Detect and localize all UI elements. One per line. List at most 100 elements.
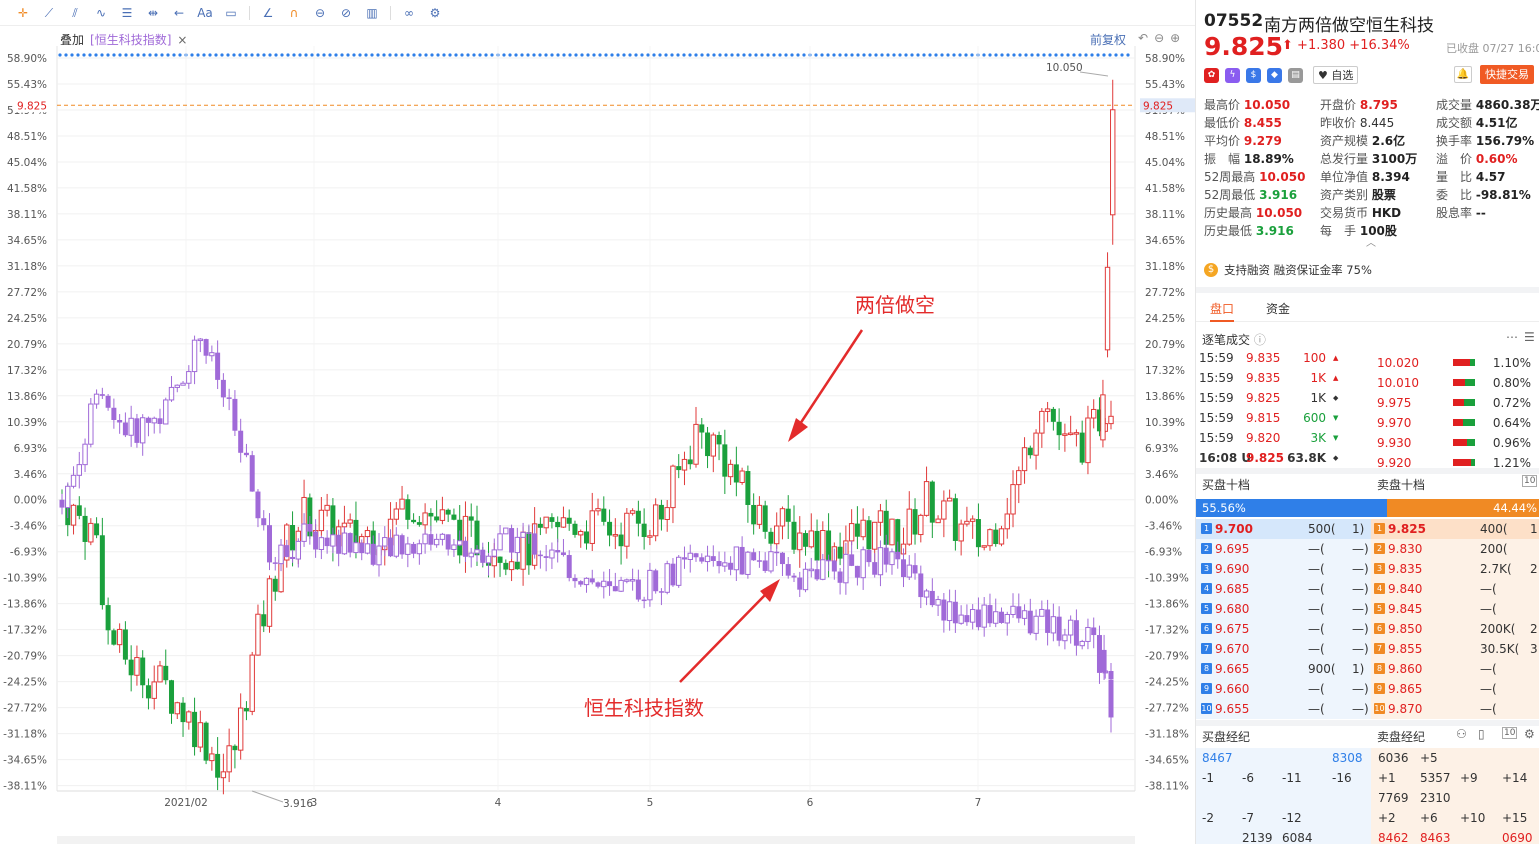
broker-sell-cell[interactable]: 5357 xyxy=(1420,771,1451,785)
bid-price[interactable]: 9.695 xyxy=(1215,542,1250,556)
broker-sell-cell[interactable]: +9 xyxy=(1460,771,1478,785)
ask-price[interactable]: 9.865 xyxy=(1388,682,1423,696)
zoom-out-icon[interactable]: ⊖ xyxy=(1154,31,1165,45)
adjust-mode-button[interactable]: 前复权 xyxy=(1090,33,1127,47)
settings-icon[interactable]: ⚙ xyxy=(429,5,441,20)
tab-funds[interactable]: 资金 xyxy=(1266,302,1291,316)
broker-sell-cell[interactable]: +14 xyxy=(1502,771,1528,785)
doc-icon[interactable]: ▤ xyxy=(1288,67,1303,83)
main-candle-body xyxy=(122,629,128,660)
dollar-icon[interactable]: $ xyxy=(1246,67,1261,83)
bid-price[interactable]: 9.700 xyxy=(1215,522,1253,536)
kline-chart[interactable]: 58.90%58.90%55.43%55.43%51.97%51.97%48.5… xyxy=(0,46,1195,844)
hsi-candle-body xyxy=(607,581,613,587)
bid-price[interactable]: 9.655 xyxy=(1215,702,1250,716)
broker-sell-cell[interactable]: +15 xyxy=(1502,811,1528,825)
zoom-in-icon[interactable]: ⊕ xyxy=(1170,31,1181,45)
annotation-hsi: 恒生科技指数 xyxy=(584,696,704,720)
note-icon[interactable]: ▭ xyxy=(225,5,237,20)
more-icon[interactable]: ⋯ xyxy=(1506,330,1518,344)
broker-buy-cell[interactable]: -12 xyxy=(1282,811,1302,825)
broker-tree-icon[interactable]: ⚇ xyxy=(1456,727,1467,741)
broker-depth-icon[interactable]: 10 xyxy=(1502,727,1518,739)
broker-buy-cell[interactable]: 8308 xyxy=(1332,751,1363,765)
bid-price[interactable]: 9.680 xyxy=(1215,602,1250,616)
bid-price[interactable]: 9.660 xyxy=(1215,682,1250,696)
x-axis-label: 4 xyxy=(495,797,502,809)
lock-icon[interactable]: ⊖ xyxy=(314,5,326,20)
scrollbar-track[interactable] xyxy=(57,836,1135,844)
dotted-marker xyxy=(778,53,782,57)
tick-time: 15:59 xyxy=(1199,411,1234,425)
help-icon[interactable]: ⓘ xyxy=(1253,333,1266,347)
tag-icon[interactable]: ◆ xyxy=(1267,67,1282,83)
broker-sell-cell[interactable]: +1 xyxy=(1378,771,1396,785)
collapse-chevron-icon[interactable]: ︿ xyxy=(1366,238,1376,249)
hsi-candle-body xyxy=(1045,609,1051,633)
dotted-marker xyxy=(670,53,674,57)
bid-price[interactable]: 9.685 xyxy=(1215,582,1250,596)
broker-sell-cell[interactable]: 0690 xyxy=(1502,831,1533,844)
lightning-icon[interactable]: ϟ xyxy=(1225,67,1240,83)
bid-price[interactable]: 9.675 xyxy=(1215,622,1250,636)
main-candle-body xyxy=(762,505,768,532)
alert-bell-icon[interactable]: 🔔 xyxy=(1454,66,1472,83)
ask-price[interactable]: 9.840 xyxy=(1388,582,1423,596)
y-axis-label-left: 31.18% xyxy=(7,261,47,273)
overlay-tag[interactable]: [恒生科技指数] xyxy=(90,33,172,47)
broker-sell-cell[interactable]: +5 xyxy=(1420,751,1438,765)
broker-buy-cell[interactable]: -1 xyxy=(1202,771,1214,785)
ask-price[interactable]: 9.825 xyxy=(1388,522,1426,536)
broker-buy-cell[interactable]: 8467 xyxy=(1202,751,1233,765)
broker-buy-cell[interactable]: -16 xyxy=(1332,771,1352,785)
crosshair-icon[interactable]: ✛ xyxy=(17,5,29,20)
fib-icon[interactable]: ☰ xyxy=(121,5,133,20)
broker-sell-cell[interactable]: +10 xyxy=(1460,811,1486,825)
magnet-icon[interactable]: ∩ xyxy=(289,5,299,20)
broker-sell-cell[interactable]: 7769 xyxy=(1378,791,1409,805)
arrow-icon[interactable]: ← xyxy=(173,5,185,20)
broker-sell-cell[interactable]: +2 xyxy=(1378,811,1396,825)
undo-icon[interactable]: ↶ xyxy=(1138,31,1149,45)
broker-alert-icon[interactable]: ▯ xyxy=(1478,727,1485,741)
broker-buy-cell[interactable]: -2 xyxy=(1202,811,1214,825)
tab-pankou[interactable]: 盘口 xyxy=(1210,300,1235,322)
bid-price[interactable]: 9.665 xyxy=(1215,662,1250,676)
broker-buy-cell[interactable]: -6 xyxy=(1242,771,1254,785)
quick-trade-button[interactable]: 快捷交易 xyxy=(1480,65,1534,84)
broker-buy-cell[interactable]: 6084 xyxy=(1282,831,1313,844)
broker-sell-cell[interactable]: 2310 xyxy=(1420,791,1451,805)
bid-price[interactable]: 9.670 xyxy=(1215,642,1250,656)
ask-price[interactable]: 9.845 xyxy=(1388,602,1423,616)
ruler-icon[interactable]: ∠ xyxy=(262,5,274,20)
ask-price[interactable]: 9.850 xyxy=(1388,622,1423,636)
broker-settings-icon[interactable]: ⚙ xyxy=(1524,727,1535,741)
hide-icon[interactable]: ⊘ xyxy=(340,5,352,20)
measure-icon[interactable]: ⇹ xyxy=(147,5,159,20)
ask-price[interactable]: 9.860 xyxy=(1388,662,1423,676)
main-candle-body xyxy=(157,665,163,683)
ask-price[interactable]: 9.855 xyxy=(1388,642,1423,656)
watchlist-button[interactable]: ♥ 自选 xyxy=(1313,66,1359,84)
broker-sell-cell[interactable]: 6036 xyxy=(1378,751,1409,765)
ask-price[interactable]: 9.830 xyxy=(1388,542,1423,556)
wave-icon[interactable]: ∿ xyxy=(95,5,107,20)
overlay-close-icon[interactable]: × xyxy=(177,32,188,47)
trendline-icon[interactable]: ⟋ xyxy=(44,5,54,20)
ask-price[interactable]: 9.835 xyxy=(1388,562,1423,576)
trash-icon[interactable]: ▥ xyxy=(366,5,378,20)
ask-price[interactable]: 9.870 xyxy=(1388,702,1423,716)
bid-price[interactable]: 9.690 xyxy=(1215,562,1250,576)
depth-toggle-icon[interactable]: 10 xyxy=(1522,475,1538,487)
broker-sell-cell[interactable]: 8462 xyxy=(1378,831,1409,844)
broker-buy-cell[interactable]: -11 xyxy=(1282,771,1302,785)
quote-label: 52周最低 xyxy=(1204,188,1256,202)
link-icon[interactable]: ∞ xyxy=(404,5,414,20)
broker-sell-cell[interactable]: +6 xyxy=(1420,811,1438,825)
broker-buy-cell[interactable]: -7 xyxy=(1242,811,1254,825)
list-icon[interactable]: ☰ xyxy=(1524,330,1535,344)
broker-buy-cell[interactable]: 2139 xyxy=(1242,831,1273,844)
text-icon[interactable]: Aa xyxy=(197,5,213,20)
broker-sell-cell[interactable]: 8463 xyxy=(1420,831,1451,844)
channel-icon[interactable]: ⫽ xyxy=(72,5,78,20)
